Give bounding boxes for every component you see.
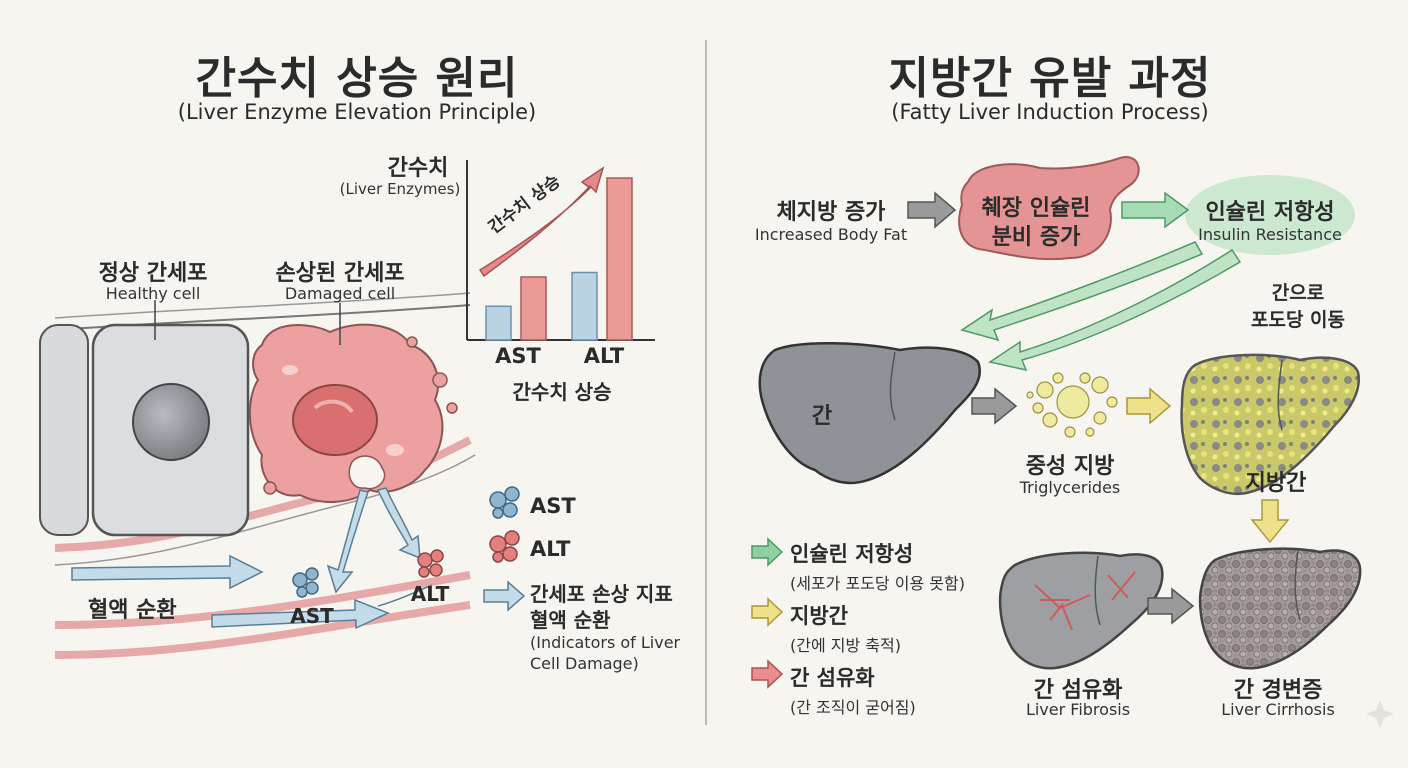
legend-indicator-en-2: Cell Damage): [530, 654, 639, 673]
healthy-cell-label-en: Healthy cell: [105, 284, 201, 303]
left-title: 간수치 상승 원리: [195, 53, 519, 104]
glucose-label-2: 포도당 이동: [1250, 309, 1346, 331]
ast-label: AST: [290, 604, 334, 628]
fatty-liver-label: 지방간: [1245, 471, 1307, 496]
normal-liver: [758, 342, 981, 485]
chart-category-alt: ALT: [583, 344, 625, 368]
pancreas-label-1: 췌장 인슐린: [981, 196, 1091, 221]
arrow-pancreas-to-insulin: [1121, 191, 1190, 229]
chart-ylabel: 간수치: [387, 156, 449, 181]
chart-xlabel: 간수치 상승: [512, 380, 612, 404]
fibrosis-label: 간 섬유화: [1033, 678, 1123, 703]
legend-indicator-en-1: (Indicators of Liver: [530, 633, 681, 652]
body-fat-label-en: Increased Body Fat: [754, 225, 908, 244]
triglyceride-droplets: [1026, 372, 1118, 438]
legend-fibrosis-title: 간 섬유화: [790, 666, 875, 690]
trend-arrow: [478, 166, 605, 278]
healthy-cell-label: 정상 간세포: [98, 261, 208, 286]
fibrosis-marks: [1034, 571, 1136, 631]
healthy-cell: [39, 300, 250, 537]
blood-flow-arrows: [71, 554, 433, 630]
sparkle-icon: [1366, 700, 1394, 728]
chart-bar-ast-2: [520, 276, 547, 341]
legend-indicator-ko-1: 간세포 손상 지표: [530, 582, 673, 606]
pancreas-label-2: 분비 증가: [991, 225, 1081, 250]
insulin-glow: [1185, 175, 1355, 255]
alt-label: ALT: [410, 582, 450, 606]
cirrhosis-label-en: Liver Cirrhosis: [1221, 700, 1335, 719]
arrow-fat-to-pancreas: [907, 191, 957, 229]
arrow-fatty-to-cirrhosis: [1250, 499, 1290, 544]
legend-ast-icon: [489, 486, 520, 519]
chart-bar-alt-2: [606, 177, 633, 341]
arrow-insulin-to-liver: [960, 241, 1242, 372]
legend-fibrosis-desc: (간 조직이 굳어짐): [790, 698, 916, 717]
arrow-fibrosis-to-cirrhosis: [1147, 587, 1195, 625]
cirrhosis-label: 간 경변증: [1233, 678, 1323, 703]
body-fat-label: 체지방 증가: [776, 200, 886, 225]
arrow-tg-to-fatty: [1126, 387, 1172, 425]
chart-bar-alt-1: [571, 271, 598, 341]
enzyme-release-arrows: [326, 487, 421, 594]
triglycerides-label: 중성 지방: [1025, 454, 1115, 479]
chart-bars: [485, 177, 633, 341]
legend-fatty-desc: (간에 지방 축적): [790, 636, 901, 655]
insulin-label-en: Insulin Resistance: [1198, 225, 1342, 244]
blood-flow-label: 혈액 순환: [88, 598, 177, 623]
fibrosis-liver: [998, 551, 1164, 670]
insulin-label: 인슐린 저항성: [1205, 200, 1335, 225]
triglycerides-label-en: Triglycerides: [1019, 478, 1121, 497]
cirrhosis-liver: [1198, 547, 1362, 670]
alt-molecule: [417, 549, 444, 578]
glucose-label-1: 간으로: [1271, 282, 1325, 304]
legend-arrow-fibrosis: [751, 659, 784, 689]
legend-alt-label: ALT: [530, 537, 571, 561]
legend-alt-icon: [489, 530, 520, 563]
chart-ylabel-en: (Liver Enzymes): [339, 180, 461, 198]
liver-label: 간: [811, 404, 833, 429]
chart-category-ast: AST: [495, 344, 541, 368]
damaged-cell-label: 손상된 간세포: [275, 261, 405, 286]
legend-arrow-insulin: [751, 537, 784, 567]
legend-arrow-fatty: [751, 597, 784, 627]
legend-indicator-ko-2: 혈액 순환: [530, 608, 611, 632]
chart-bar-ast-1: [485, 305, 512, 341]
legend-fatty-title: 지방간: [790, 604, 848, 628]
damaged-cell-label-en: Damaged cell: [284, 284, 396, 303]
fibrosis-label-en: Liver Fibrosis: [1025, 700, 1131, 719]
legend-ast-label: AST: [530, 494, 576, 518]
right-subtitle: (Fatty Liver Induction Process): [891, 100, 1209, 124]
legend-insulin-title: 인슐린 저항성: [790, 542, 914, 566]
arrow-liver-to-tg: [971, 387, 1018, 425]
pancreas: [958, 156, 1140, 261]
legend-insulin-desc: (세포가 포도당 이용 못함): [790, 574, 965, 593]
ast-molecule: [292, 567, 319, 598]
damaged-cell: [248, 303, 458, 503]
right-title: 지방간 유발 과정: [888, 53, 1212, 104]
left-subtitle: (Liver Enzyme Elevation Principle): [177, 100, 537, 124]
fatty-liver: [1180, 353, 1361, 495]
legend-indicator-arrow: [483, 580, 526, 612]
legend-arrows: [751, 537, 784, 689]
